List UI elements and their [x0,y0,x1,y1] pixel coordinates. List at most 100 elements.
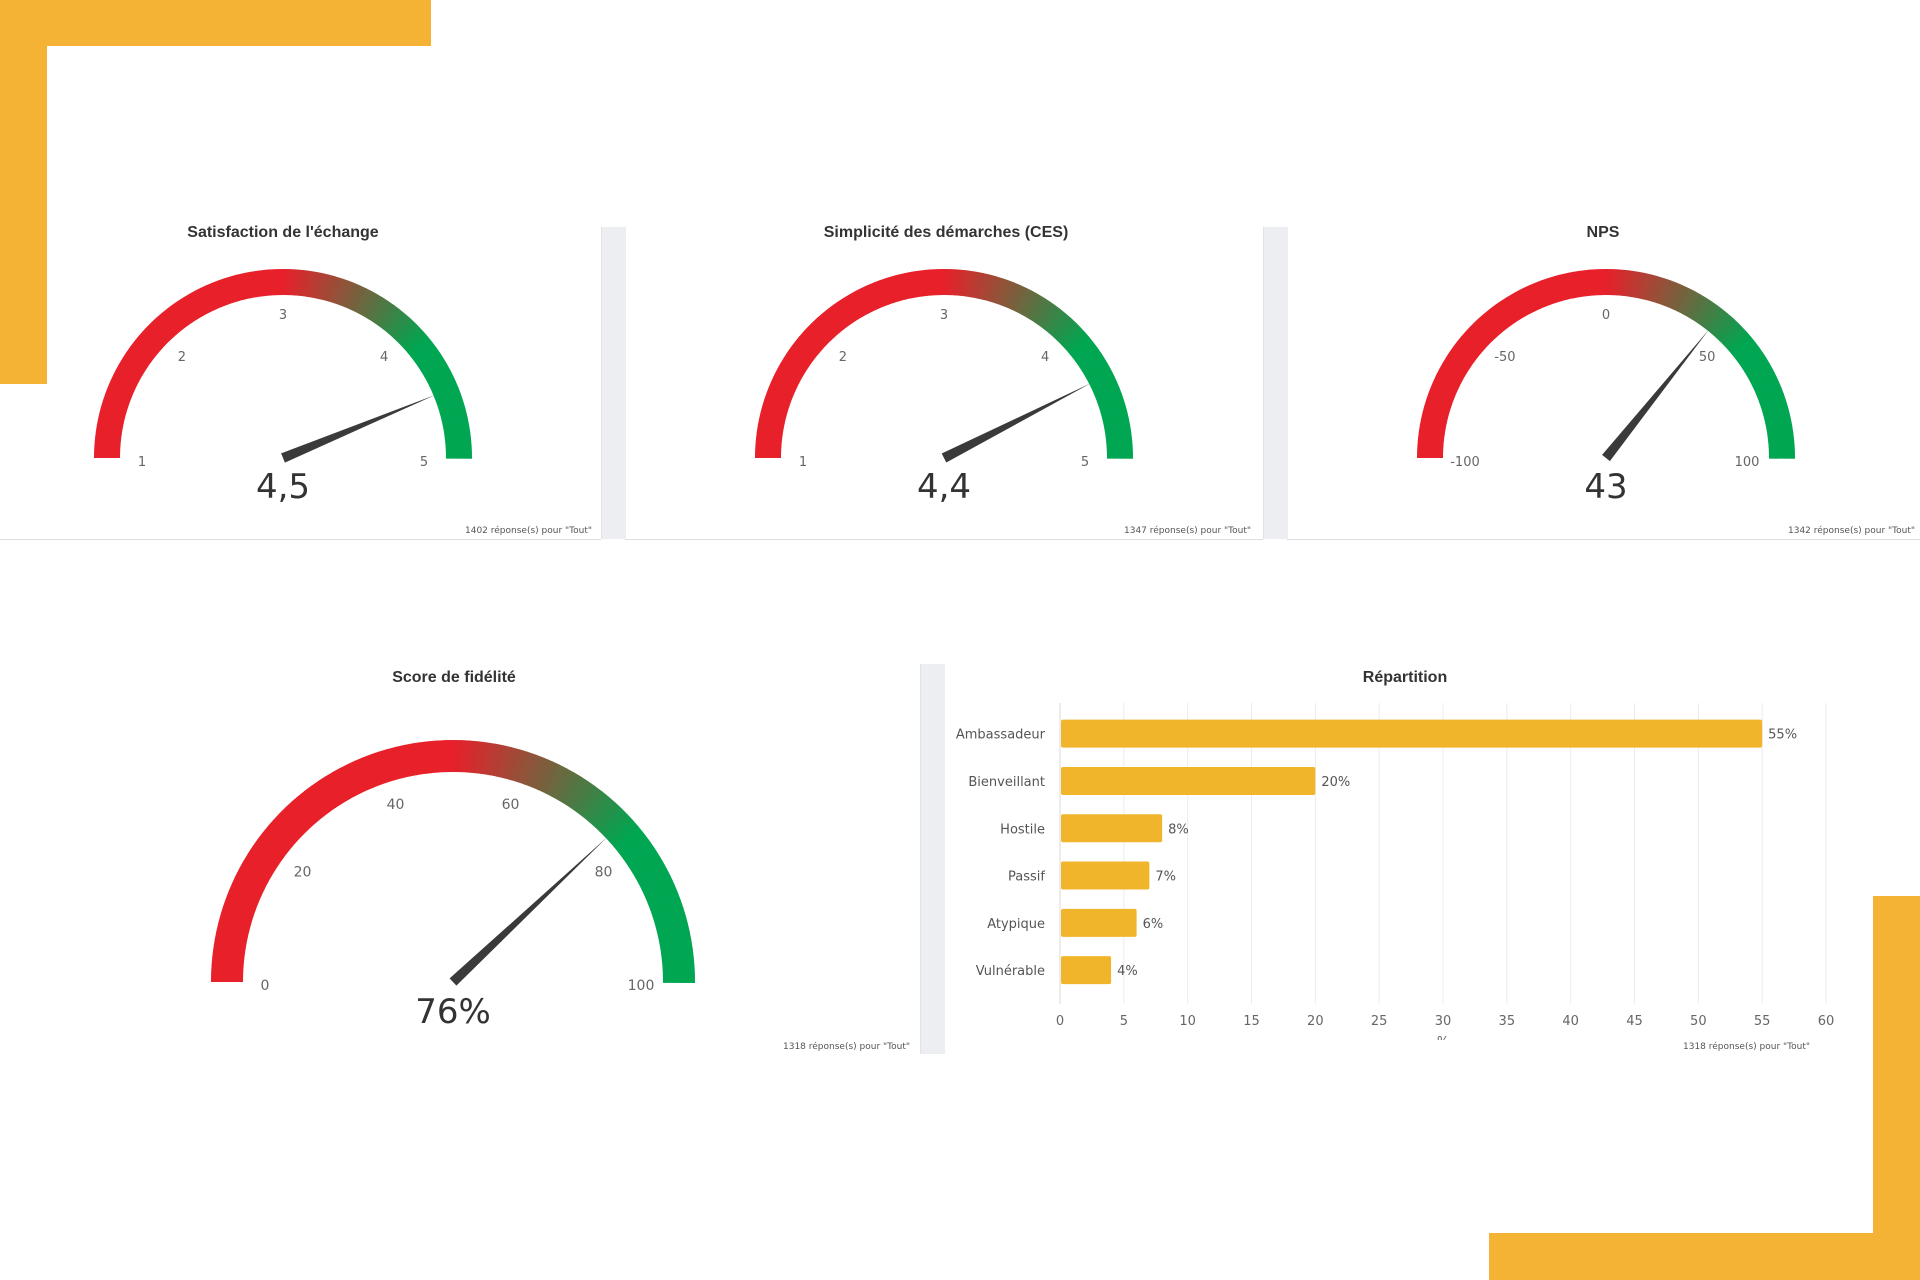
gauge-arc-segment [658,931,692,947]
gauge-title: NPS [1586,224,1620,241]
gauge-arc-segment [1087,369,1115,388]
gauge-arc-segment [756,430,783,442]
gauge-arc-segment [263,269,273,296]
gauge-arc-segment [604,813,634,843]
gauge-arc-segment [966,270,978,298]
gauge-arc-segment [1579,269,1590,297]
gauge-arc-segment [1682,291,1702,318]
gauge-arc-segment [364,294,384,321]
gauge-arc-segment [305,270,317,298]
gauge-arc-segment [1667,282,1684,310]
gauge-panel-fidelite: Score de fidélité 0 20 40 60 80 100 76% 1318 r… [0,660,920,1060]
gauge-arc-segment [1622,270,1634,297]
gauge-arc-segment [1005,282,1022,310]
gauge-arc-segment [1744,357,1771,378]
gauge-arc-segment [304,785,331,817]
gauge-arc-segment [1677,288,1696,315]
gauge-arc-segment [1479,312,1502,337]
gauge-ces: 1 2 3 4 5 4,4 [754,268,1134,507]
gauge-arc-segment [218,914,252,932]
gauge-arc-segment [1075,346,1102,368]
gauge-arc-segment [917,269,928,297]
gauge-arc-segment [557,772,583,805]
category-label: Hostile [1000,822,1045,837]
gauge-arc-segment [235,867,269,891]
gauge-arc-segment [378,749,396,783]
gauge-arc-segment [1417,437,1444,447]
gauge-arc-segment [1419,417,1447,430]
gauge-arc-segment [324,771,349,804]
bar-value-label: 4% [1117,964,1138,979]
gauge-arc-segment [489,743,505,777]
gauge-arc-segment [1730,336,1756,359]
gauge-arc-segment [1767,431,1795,442]
gauge-arc-segment [257,832,289,859]
gauge-arc-segment [230,274,245,302]
gauge-arc-segment [156,312,179,337]
gauge-needle [1602,329,1710,462]
x-axis-label: % [1437,1035,1449,1040]
chart-title: Répartition [1362,669,1448,686]
gauge-arc-segment [267,819,298,848]
gauge-arc-segment [438,399,465,414]
gauge-arc-segment [331,767,356,801]
gauge-tick-label: 2 [839,350,847,365]
gauge-arc-segment [1535,280,1551,307]
gauge-arc-segment [1500,297,1521,323]
bar-value-label: 55% [1768,728,1797,743]
gauge-arc-segment [394,745,411,779]
gauge-arc-segment [659,939,693,954]
gauge-arc-segment [832,300,854,327]
gauge-arc-segment [955,269,965,296]
gauge-arc-segment [1421,411,1449,425]
gauge-arc-segment [762,398,790,414]
category-label: Passif [1008,870,1045,885]
gauge-arc-segment [517,751,537,785]
gauge-arc-segment [1097,393,1124,409]
gauge-arc-segment [1650,276,1666,304]
gauge-arc-segment [1030,297,1051,324]
gauge-arc-segment [1511,290,1531,317]
gauge-arc-segment [1747,363,1774,383]
bar [1061,861,1150,890]
gauge-arc-segment [1102,412,1130,425]
gauge-arc-segment [188,290,208,317]
gauge-arc-segment [817,312,840,337]
gauge-tick-label: 1 [138,455,146,470]
gauge-arc-segment [1529,282,1546,310]
gauge-arc-segment [1457,335,1482,358]
panel-separator [920,664,945,1054]
gauge-arc-segment [105,386,133,403]
gauge-arc-segment [1757,387,1784,403]
bar [1061,766,1316,795]
gauge-arc-segment [1418,424,1446,436]
gauge-arc-segment [855,287,874,315]
gauge-arc-segment [1719,322,1743,346]
gauge-arc-segment [1566,271,1579,299]
response-count: 1342 réponse(s) pour "Tout" [1788,526,1915,536]
gauge-arc-segment [349,285,367,312]
gauge-arc-segment [400,326,424,350]
gauge-arc-segment [94,437,121,447]
gauge-arc-segment [1687,294,1707,321]
gauge-arc-segment [344,282,361,310]
gauge-arc-segment [1044,309,1067,334]
response-count: 1347 réponse(s) pour "Tout" [1124,526,1251,536]
gauge-arc-segment [1436,368,1463,387]
gauge-arc-segment [654,915,689,933]
gauge-needle [281,394,436,463]
gauge-tick-label: 4 [1041,350,1049,365]
gauge-arc-segment [1104,425,1132,437]
gauge-arc-segment [795,335,820,358]
gauge-arc-segment [1765,418,1793,431]
gauge-arc-segment [1701,305,1723,330]
gauge-arc-segment [419,741,432,775]
x-tick-label: 5 [1120,1014,1128,1029]
gauge-arc-segment [243,852,276,878]
gauge-arc-segment [134,335,159,358]
gauge-arc-segment [1541,278,1557,305]
corner-accent-right-bar [1873,896,1920,1280]
gauge-arc-segment [1710,313,1734,338]
x-tick-label: 60 [1818,1014,1835,1029]
gauge-arc-segment [538,760,560,794]
